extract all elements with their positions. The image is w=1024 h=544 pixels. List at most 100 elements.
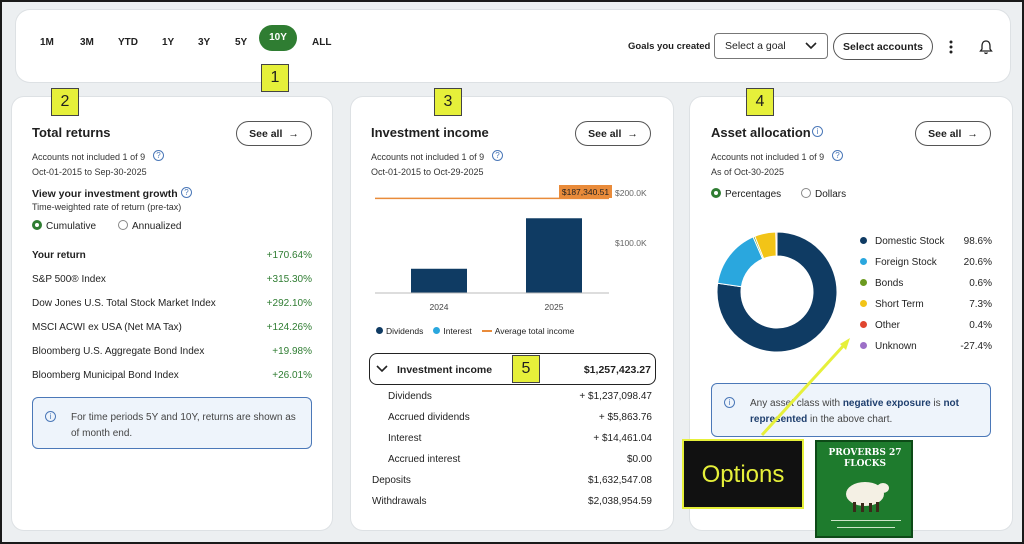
investment-income-title: Investment income	[371, 125, 489, 140]
legend-value: 7.3%	[969, 299, 992, 310]
total-returns-card	[12, 97, 332, 530]
legend-swatch	[860, 300, 867, 307]
info-text-part: Any asset class with	[750, 398, 841, 409]
income-bar-chart: $187,340.51 $200.0K $100.0K 2024 2025	[375, 185, 647, 312]
legend-label: Average total income	[494, 326, 575, 336]
timeframe-1y[interactable]: 1Y	[162, 37, 175, 48]
return-row: S&P 500® Index +315.30%	[32, 274, 312, 285]
bell-icon[interactable]	[979, 39, 993, 55]
x-tick-label: 2025	[545, 302, 564, 312]
logo-script-line	[831, 520, 901, 521]
info-icon[interactable]: i	[812, 126, 823, 137]
legend-value: 20.6%	[963, 257, 992, 268]
donut-slice-domestic-stock[interactable]	[716, 231, 838, 353]
returns-info-box: i For time periods 5Y and 10Y, returns a…	[32, 397, 312, 449]
select-accounts-button[interactable]: Select accounts	[833, 33, 933, 60]
proverbs-logo: PROVERBS 27 FLOCKS	[815, 440, 913, 538]
timeframe-ytd[interactable]: YTD	[118, 37, 138, 48]
date-range: Oct-01-2015 to Sep-30-2025	[32, 167, 147, 177]
avg-label-bg	[559, 185, 612, 198]
legend-value: 0.4%	[969, 320, 992, 331]
expander-label: Investment income	[397, 364, 493, 376]
radio-cumulative[interactable]: Cumulative	[32, 220, 96, 232]
legend-row: Bonds 0.6%	[860, 278, 992, 289]
row-label: Bloomberg U.S. Aggregate Bond Index	[32, 346, 205, 357]
row-label: Withdrawals	[372, 496, 427, 507]
row-label: Dividends	[388, 391, 432, 402]
row-label: MSCI ACWI ex USA (Net MA Tax)	[32, 322, 182, 333]
info-text: Any asset class with negative exposure i…	[750, 396, 985, 428]
legend-swatch	[860, 237, 867, 244]
y-tick-label: $100.0K	[615, 238, 647, 248]
timeframe-3y[interactable]: 3Y	[198, 37, 211, 48]
info-icon[interactable]: ?	[832, 150, 843, 161]
total-returns-see-all-button[interactable]: See all →	[236, 121, 312, 146]
bar-dividends-2024[interactable]	[411, 268, 467, 293]
return-row: Bloomberg U.S. Aggregate Bond Index +19.9…	[32, 346, 312, 357]
goal-select[interactable]: Select a goal	[714, 33, 828, 59]
see-all-label: See all	[928, 127, 962, 140]
allocation-info-box: i Any asset class with negative exposure…	[711, 383, 991, 437]
timeframe-all[interactable]: ALL	[312, 37, 332, 48]
row-value: + $1,237,098.47	[579, 391, 652, 402]
row-value: +315.30%	[266, 274, 312, 285]
radio-percentages[interactable]: Percentages	[711, 188, 781, 200]
info-text: For time periods 5Y and 10Y, returns are…	[71, 412, 296, 439]
radio-selected-icon	[32, 220, 42, 230]
growth-subtitle: Time-weighted rate of return (pre-tax)	[32, 202, 182, 212]
row-label: Accrued interest	[388, 454, 461, 465]
donut-slice-other[interactable]	[775, 231, 778, 257]
radio-icon	[801, 188, 811, 198]
income-see-all-button[interactable]: See all →	[575, 121, 651, 146]
callout-5: 5	[512, 355, 540, 383]
info-icon: i	[45, 411, 56, 422]
row-value: +19.98%	[272, 346, 312, 357]
legend-swatch	[860, 258, 867, 265]
goal-select-value: Select a goal	[725, 40, 786, 52]
info-icon[interactable]: ?	[492, 150, 503, 161]
legend-value: 98.6%	[963, 236, 992, 247]
date-range: Oct-01-2015 to Oct-29-2025	[371, 167, 484, 177]
legend-value: -27.4%	[960, 341, 992, 352]
income-row: Interest + $14,461.04	[388, 433, 652, 444]
investment-income-expander[interactable]: Investment income $1,257,423.27	[369, 353, 656, 385]
row-value: $0.00	[626, 454, 652, 465]
x-tick-label: 2024	[430, 302, 449, 312]
more-options-icon[interactable]	[948, 40, 954, 54]
allocation-see-all-button[interactable]: See all →	[915, 121, 991, 146]
row-value: +292.10%	[266, 298, 312, 309]
legend-label: Short Term	[875, 299, 924, 310]
info-text-part: in the above chart.	[810, 414, 893, 425]
legend-label: Dividends	[386, 326, 424, 336]
timeframe-3m[interactable]: 3M	[80, 37, 94, 48]
income-row: Deposits $1,632,547.08	[372, 475, 652, 486]
total-returns-title: Total returns	[32, 125, 111, 140]
legend-swatch	[481, 330, 492, 332]
row-value: +26.01%	[272, 370, 312, 381]
row-label: Accrued dividends	[388, 412, 470, 423]
row-value: $1,632,547.08	[588, 475, 652, 486]
timeframe-10y[interactable]: 10Y	[259, 25, 297, 51]
info-icon[interactable]: ?	[153, 150, 164, 161]
row-label: Bloomberg Municipal Bond Index	[32, 370, 179, 381]
legend-average: Average total income	[481, 326, 575, 336]
row-label: Interest	[388, 433, 422, 444]
callout-1: 1	[261, 64, 289, 92]
chevron-down-icon	[376, 365, 388, 373]
timeframe-5y[interactable]: 5Y	[235, 37, 248, 48]
goals-label: Goals you created	[628, 41, 711, 52]
sheep-icon	[846, 482, 889, 512]
legend-swatch	[860, 279, 867, 286]
arrow-right-icon: →	[288, 127, 299, 140]
legend-row: Other 0.4%	[860, 320, 992, 331]
radio-dollars[interactable]: Dollars	[801, 188, 846, 200]
info-icon[interactable]: ?	[181, 187, 192, 198]
legend-swatch	[860, 321, 867, 328]
radio-annualized[interactable]: Annualized	[118, 220, 181, 232]
timeframe-1m[interactable]: 1M	[40, 37, 54, 48]
row-value: $2,038,954.59	[588, 496, 652, 507]
logo-text: PROVERBS 27 FLOCKS	[828, 448, 902, 469]
legend-row: Foreign Stock 20.6%	[860, 257, 992, 268]
bar-dividends-2025[interactable]	[526, 218, 582, 293]
asset-allocation-title: Asset allocation	[711, 125, 811, 140]
